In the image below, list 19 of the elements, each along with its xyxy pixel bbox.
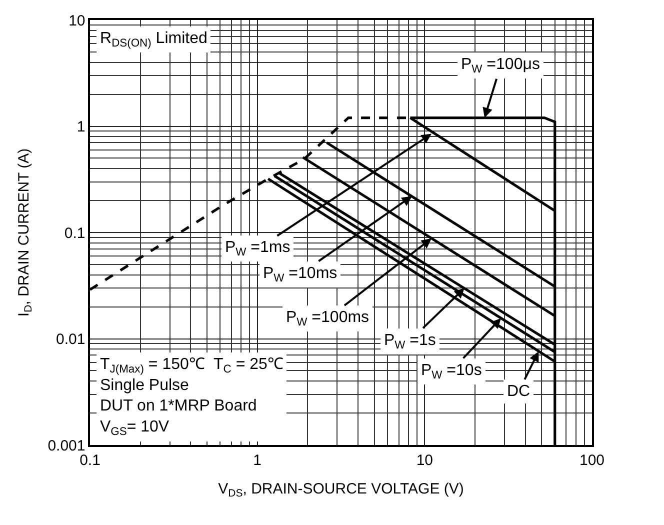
x-axis-title: V$_{DS}$, DRAIN-SOURCE VOLTAGE (V) <box>218 480 464 500</box>
annotation: P$_{W}$ =10s <box>421 362 482 382</box>
text: T$_{J(Max)}$ = 150℃ T$_{C}$ = 25℃ Single Pulse DUT on 1*MRP Board V$_{GS}$= 10V <box>100 356 284 438</box>
y-tick-label: 0.01 <box>56 331 86 348</box>
x-tick-label: 100 <box>579 452 605 469</box>
annotation: P$_{W}$ =1s <box>384 332 436 352</box>
y-tick-label: 10 <box>68 12 86 30</box>
annotation: R$_{DS(ON)}$ Limited <box>100 30 208 50</box>
annotation: P$_{W}$ =100ms <box>286 309 370 328</box>
annotation: P$_{W}$ =10ms <box>263 265 338 284</box>
x-tick-label: 1 <box>253 452 262 469</box>
annotation: P$_{W}$ =100μs <box>461 56 540 76</box>
y-tick-label: 0.001 <box>48 437 86 454</box>
annotation: P$_{W}$ =1ms <box>225 239 290 258</box>
x-tick-label: 10 <box>416 452 434 469</box>
y-tick-label: 1 <box>76 118 86 136</box>
annotation: DC <box>507 383 530 400</box>
y-tick-label: 0.1 <box>64 224 86 242</box>
x-tick-label: 0.1 <box>80 452 100 469</box>
